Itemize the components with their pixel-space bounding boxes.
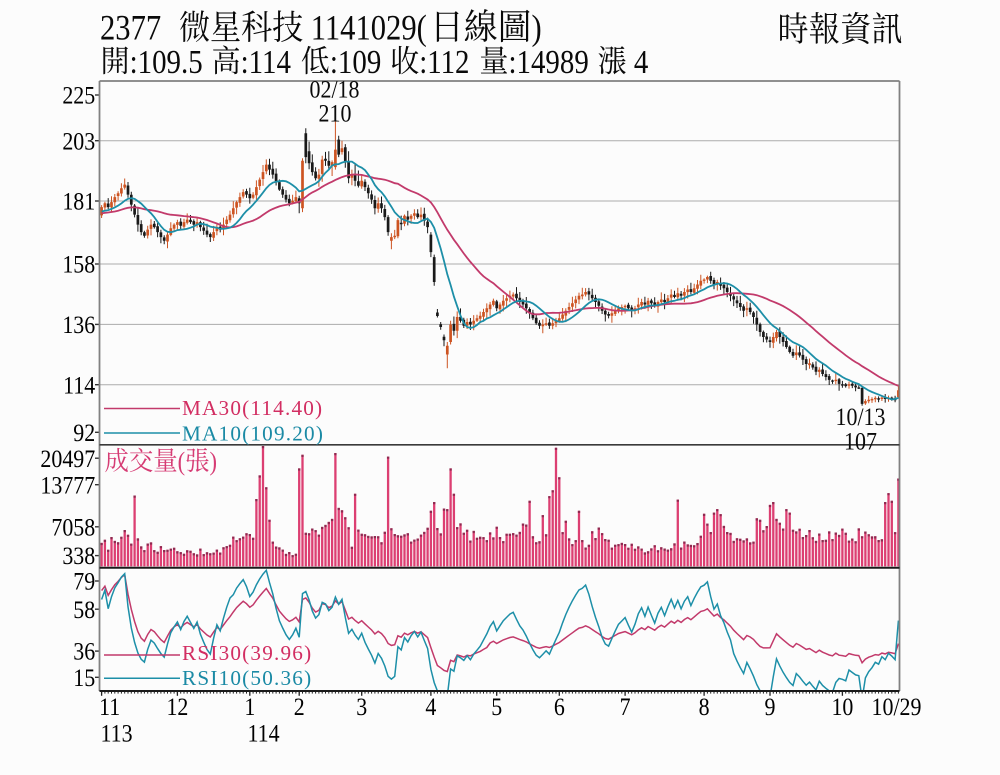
- svg-text:02/18: 02/18: [310, 76, 360, 104]
- svg-text:107: 107: [844, 428, 877, 456]
- svg-text:9: 9: [765, 693, 776, 721]
- svg-text:12: 12: [166, 693, 188, 721]
- svg-text:(: (: [178, 447, 185, 476]
- svg-text:79: 79: [73, 568, 95, 596]
- svg-text:36: 36: [73, 638, 95, 666]
- svg-text:10: 10: [831, 693, 853, 721]
- svg-text:10/29: 10/29: [872, 693, 922, 721]
- svg-text:4: 4: [634, 43, 649, 81]
- svg-text:8: 8: [699, 693, 710, 721]
- svg-text:1: 1: [244, 693, 255, 721]
- svg-text::109: :109: [330, 43, 381, 81]
- svg-text:11: 11: [99, 693, 120, 721]
- svg-text:158: 158: [62, 251, 95, 279]
- svg-text:114: 114: [63, 372, 95, 400]
- svg-text:6: 6: [554, 693, 565, 721]
- svg-text::114: :114: [241, 43, 292, 81]
- svg-text:225: 225: [62, 82, 95, 110]
- svg-text:2: 2: [294, 693, 305, 721]
- svg-text:5: 5: [491, 693, 502, 721]
- svg-text:4: 4: [425, 693, 436, 721]
- svg-text:13777: 13777: [40, 472, 95, 500]
- svg-text:15: 15: [73, 664, 95, 692]
- svg-text:): ): [532, 8, 542, 48]
- svg-text:MA30(114.40): MA30(114.40): [182, 396, 323, 420]
- svg-text:RSI30(39.96): RSI30(39.96): [182, 641, 312, 665]
- svg-text:20497: 20497: [40, 445, 95, 473]
- svg-text:7058: 7058: [51, 514, 95, 542]
- svg-text:MA10(109.20): MA10(109.20): [182, 421, 324, 445]
- svg-text:181: 181: [62, 188, 95, 216]
- svg-text::109.5: :109.5: [130, 43, 203, 81]
- svg-text:203: 203: [62, 128, 95, 156]
- svg-text::112: :112: [419, 43, 469, 81]
- svg-text:3: 3: [356, 693, 367, 721]
- svg-text:114: 114: [248, 720, 280, 748]
- svg-text:2377: 2377: [100, 8, 161, 48]
- svg-text:58: 58: [73, 596, 95, 624]
- svg-text:113: 113: [101, 720, 133, 748]
- svg-text:RSI10(50.36): RSI10(50.36): [182, 666, 312, 690]
- svg-text:92: 92: [73, 419, 95, 447]
- svg-text::14989: :14989: [509, 43, 589, 81]
- svg-text:338: 338: [62, 543, 95, 571]
- svg-text:136: 136: [62, 311, 95, 339]
- svg-text:1141029(: 1141029(: [311, 8, 427, 48]
- svg-text:7: 7: [620, 693, 631, 721]
- svg-text:): ): [210, 447, 217, 476]
- svg-text:10/13: 10/13: [836, 403, 886, 431]
- svg-text:210: 210: [319, 100, 352, 128]
